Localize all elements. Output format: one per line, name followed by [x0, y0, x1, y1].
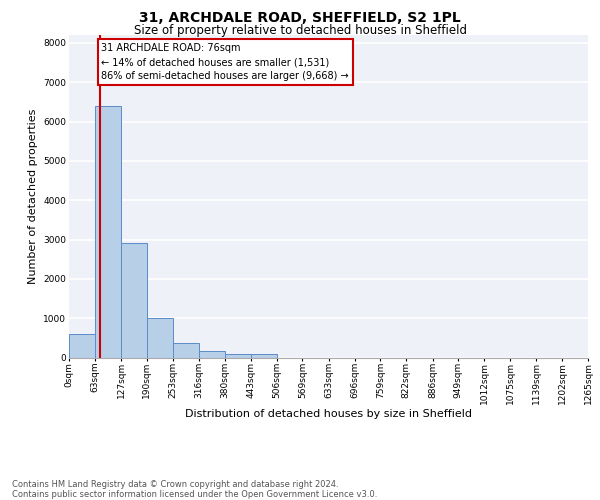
Bar — [121, 244, 147, 358]
Text: Contains HM Land Registry data © Crown copyright and database right 2024.
Contai: Contains HM Land Registry data © Crown c… — [12, 480, 377, 499]
Bar — [147, 318, 173, 358]
Y-axis label: Number of detached properties: Number of detached properties — [28, 108, 38, 284]
Text: 31 ARCHDALE ROAD: 76sqm
← 14% of detached houses are smaller (1,531)
86% of semi: 31 ARCHDALE ROAD: 76sqm ← 14% of detache… — [101, 43, 349, 81]
Text: Size of property relative to detached houses in Sheffield: Size of property relative to detached ho… — [133, 24, 467, 37]
Bar — [173, 343, 199, 357]
Text: 31, ARCHDALE ROAD, SHEFFIELD, S2 1PL: 31, ARCHDALE ROAD, SHEFFIELD, S2 1PL — [139, 11, 461, 25]
Bar — [95, 106, 121, 358]
Bar — [69, 334, 95, 357]
Bar — [199, 351, 225, 358]
Bar — [251, 354, 277, 358]
X-axis label: Distribution of detached houses by size in Sheffield: Distribution of detached houses by size … — [185, 410, 472, 420]
Bar — [225, 354, 251, 358]
